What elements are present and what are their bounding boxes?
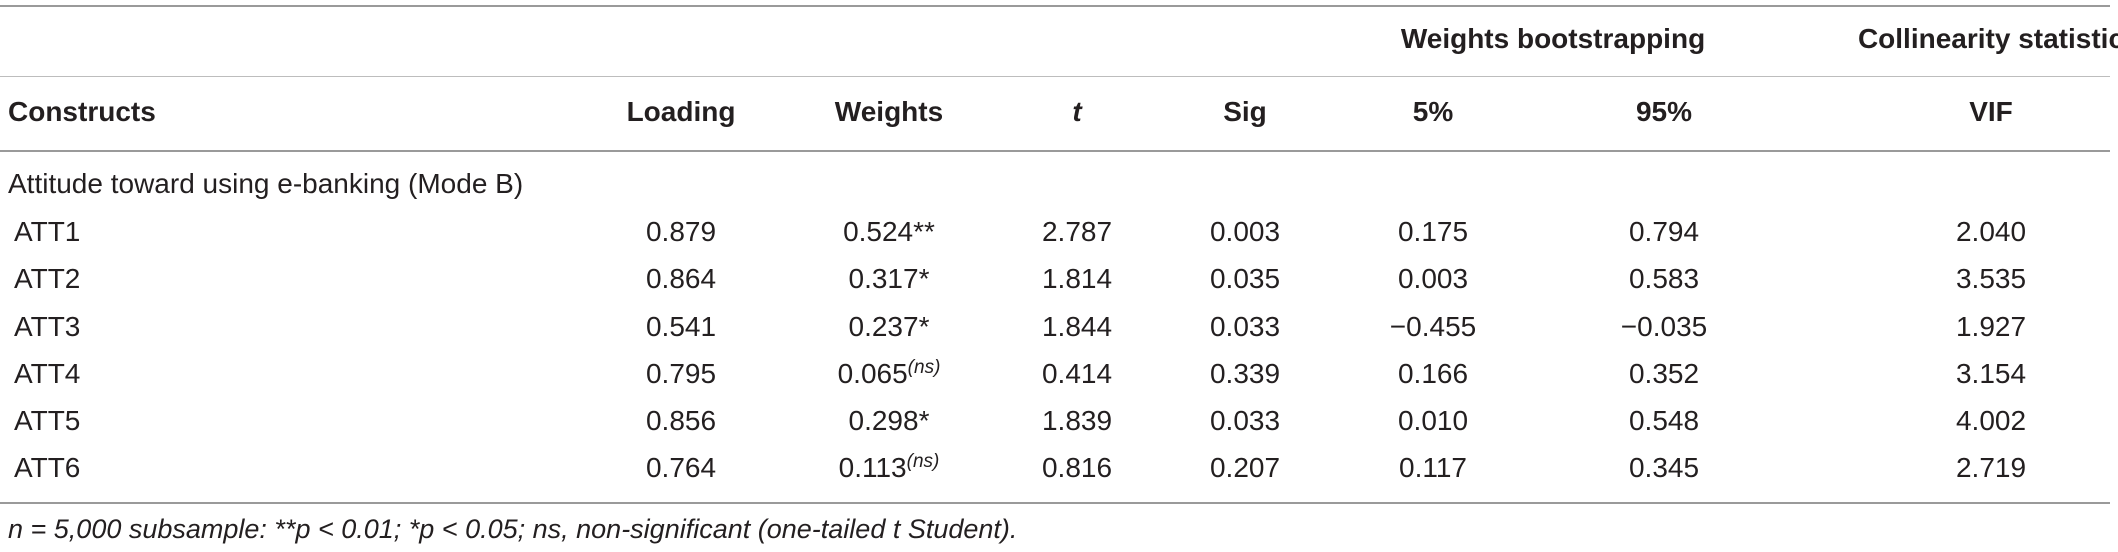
cell-t: 1.814	[1041, 263, 1113, 294]
table-footnote: n = 5,000 subsample: **p < 0.01; *p < 0.…	[8, 514, 1018, 544]
weight-value: 0.298	[848, 405, 919, 436]
group-header-rule	[0, 76, 2110, 77]
cell-loading: 0.541	[645, 311, 717, 342]
cell-t: 0.414	[1041, 358, 1113, 389]
cell-sig: 0.003	[1209, 216, 1281, 247]
cell-vif: 2.719	[1955, 452, 2027, 483]
column-header-constructs: Constructs	[8, 96, 156, 127]
cell-t: 0.816	[1041, 452, 1113, 483]
cell-5pct: 0.175	[1397, 216, 1469, 247]
weight-value: 0.065	[837, 358, 908, 389]
cell-t: 2.787	[1041, 216, 1113, 247]
cell-t: 1.844	[1041, 311, 1113, 342]
cell-95pct: 0.548	[1628, 405, 1700, 436]
header-rule	[0, 150, 2110, 152]
cell-5pct: 0.117	[1399, 452, 1467, 483]
cell-construct: ATT1	[14, 216, 81, 247]
cell-95pct: −0.035	[1620, 311, 1708, 342]
cell-5pct: 0.166	[1397, 358, 1469, 389]
weight-value: 0.113	[838, 452, 907, 483]
non-significant-mark: (ns)	[906, 451, 940, 472]
cell-vif: 3.535	[1955, 263, 2027, 294]
weight-value: 0.524	[843, 216, 914, 247]
significance-mark: *	[918, 311, 930, 342]
weight-value: 0.237	[848, 311, 919, 342]
section-label: Attitude toward using e-banking (Mode B)	[8, 168, 524, 199]
group-header-weights-bootstrapping: Weights bootstrapping	[1400, 23, 1706, 54]
cell-weight: 0.237*	[849, 310, 930, 344]
cell-loading: 0.856	[645, 405, 717, 436]
significance-mark: *	[918, 263, 930, 294]
cell-vif: 1.927	[1955, 311, 2027, 342]
cell-vif: 2.040	[1955, 216, 2027, 247]
cell-loading: 0.864	[645, 263, 717, 294]
bottom-rule	[0, 502, 2110, 504]
top-rule	[0, 5, 2110, 7]
cell-vif: 4.002	[1955, 405, 2027, 436]
cell-95pct: 0.583	[1628, 263, 1700, 294]
cell-weight: 0.298*	[849, 404, 930, 438]
cell-sig: 0.033	[1209, 311, 1281, 342]
cell-construct: ATT4	[14, 358, 81, 389]
cell-sig: 0.207	[1209, 452, 1281, 483]
cell-loading: 0.795	[645, 358, 717, 389]
significance-mark: *	[918, 405, 930, 436]
column-header-vif: VIF	[1969, 96, 2013, 127]
cell-weight: 0.317*	[849, 262, 930, 296]
cell-5pct: −0.455	[1389, 311, 1477, 342]
cell-weight: 0.524**	[843, 215, 935, 249]
column-header-5pct: 5%	[1412, 96, 1454, 127]
cell-sig: 0.339	[1209, 358, 1281, 389]
cell-loading: 0.764	[645, 452, 717, 483]
column-header-t: t	[1072, 96, 1082, 127]
cell-5pct: 0.010	[1397, 405, 1469, 436]
significance-mark: **	[913, 216, 935, 247]
cell-5pct: 0.003	[1397, 263, 1469, 294]
column-header-95pct: 95%	[1635, 96, 1693, 127]
weight-value: 0.317	[848, 263, 919, 294]
column-header-sig: Sig	[1223, 96, 1267, 127]
cell-construct: ATT6	[14, 452, 81, 483]
column-header-weights: Weights	[834, 96, 944, 127]
cell-construct: ATT2	[14, 263, 81, 294]
cell-95pct: 0.352	[1628, 358, 1700, 389]
group-header-collinearity: Collinearity statistic	[1857, 23, 2118, 54]
cell-95pct: 0.345	[1628, 452, 1700, 483]
cell-construct: ATT3	[14, 311, 81, 342]
cell-t: 1.839	[1041, 405, 1113, 436]
cell-weight: 0.113(ns)	[839, 451, 940, 485]
column-header-loading: Loading	[626, 96, 736, 127]
cell-sig: 0.033	[1209, 405, 1281, 436]
cell-95pct: 0.794	[1628, 216, 1700, 247]
cell-loading: 0.879	[645, 216, 717, 247]
cell-weight: 0.065(ns)	[838, 357, 941, 391]
cell-sig: 0.035	[1209, 263, 1281, 294]
cell-construct: ATT5	[14, 405, 81, 436]
non-significant-mark: (ns)	[907, 357, 941, 378]
cell-vif: 3.154	[1955, 358, 2027, 389]
